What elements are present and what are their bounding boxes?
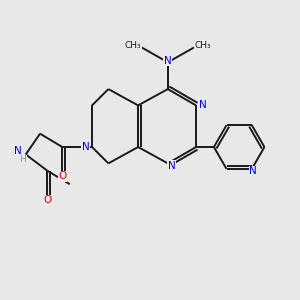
Text: O: O (43, 195, 52, 205)
Text: N: N (82, 142, 89, 152)
Text: N: N (249, 166, 257, 176)
Text: N: N (164, 56, 172, 66)
Text: N: N (14, 146, 22, 157)
Text: CH₃: CH₃ (124, 41, 141, 50)
Text: H: H (20, 155, 26, 164)
Text: O: O (58, 172, 66, 182)
Text: N: N (199, 100, 206, 110)
Text: N: N (167, 161, 175, 171)
Text: CH₃: CH₃ (195, 41, 211, 50)
